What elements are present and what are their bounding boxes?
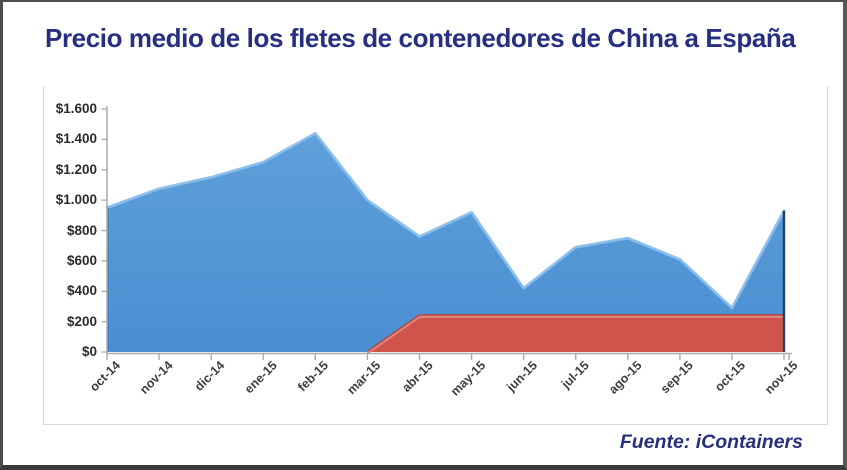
- y-tick-label: $200: [66, 313, 97, 329]
- red-area: [367, 315, 784, 352]
- red-area-bevel-light: [366, 315, 784, 355]
- y-tick-label: $800: [66, 222, 97, 238]
- red-area-bevel-dark: [366, 314, 784, 352]
- y-tick-label: $1.000: [55, 192, 97, 208]
- chart-title: Precio medio de los fletes de contenedor…: [45, 23, 796, 53]
- y-tick-label: $1.600: [55, 101, 97, 116]
- y-tick-label: $0: [81, 344, 97, 359]
- blue-area-top-highlight: [105, 131, 786, 310]
- y-tick-label: $1.400: [55, 131, 97, 147]
- plot-svg: [101, 106, 792, 360]
- source-caption: Fuente: iContainers: [619, 431, 803, 453]
- y-tick-label: $1.200: [55, 161, 97, 177]
- y-tick-label: $400: [66, 283, 97, 299]
- chart-area: $1.600 $1.400 $1.200 $1.000 $800 $600 $400 $200…: [43, 86, 828, 425]
- blue-area: [107, 133, 784, 352]
- y-tick-label: $600: [66, 252, 97, 268]
